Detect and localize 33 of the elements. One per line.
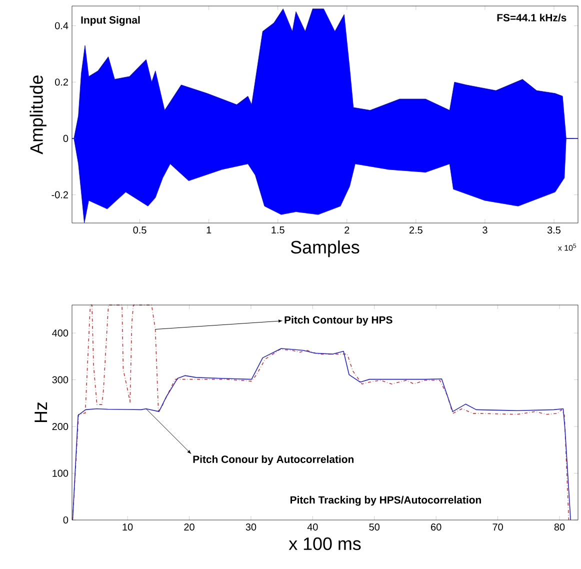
- text: Input Signal: [81, 16, 140, 26]
- y-tick-label: 100: [52, 470, 68, 477]
- annotation: Pitch Contour by HPS: [284, 316, 392, 326]
- y-tick-label: 300: [52, 376, 68, 384]
- y-axis-title: Amplitude: [30, 75, 46, 154]
- y-tick-label: 400: [52, 330, 68, 337]
- y-tick-label: 0.2: [55, 78, 68, 86]
- x-tick-label: 40: [307, 524, 318, 531]
- x-axis-title: Samples: [290, 240, 360, 258]
- y-tick-label: -0.2: [52, 191, 68, 198]
- y-tick-label: 0.4: [55, 22, 68, 30]
- x-tick-label: 3.5: [547, 226, 560, 234]
- y-tick-label: 0: [63, 516, 68, 524]
- x-tick-label: 3: [482, 226, 488, 234]
- x-tick-label: 1: [206, 226, 212, 234]
- y-axis-title: Hz: [34, 402, 48, 422]
- x-tick-label: 0.5: [133, 226, 146, 234]
- y-tick-label: 200: [52, 423, 68, 430]
- x-tick-label: 50: [369, 524, 380, 531]
- x-tick-label: 60: [431, 524, 442, 531]
- x-tick-label: 1.5: [272, 226, 284, 234]
- x-tick-label: 10: [122, 524, 133, 531]
- x-axis-title: x 100 ms: [288, 537, 361, 550]
- annotation: FS=44.1 kHz/s: [497, 14, 566, 22]
- x-tick-label: 80: [554, 524, 565, 531]
- x-tick-label: 20: [184, 524, 194, 531]
- x-tick-label: 2: [344, 226, 350, 234]
- x-tick-label: 30: [246, 524, 256, 531]
- x-tick-label: 70: [492, 524, 503, 531]
- annotation: Pitch Tracking by HPS/Autocorrelation: [290, 496, 481, 506]
- x-tick-label: 2.5: [409, 226, 422, 234]
- y-tick-label: 0: [63, 134, 68, 142]
- annotation: Pitch Conour by Autocorrelation: [193, 455, 354, 466]
